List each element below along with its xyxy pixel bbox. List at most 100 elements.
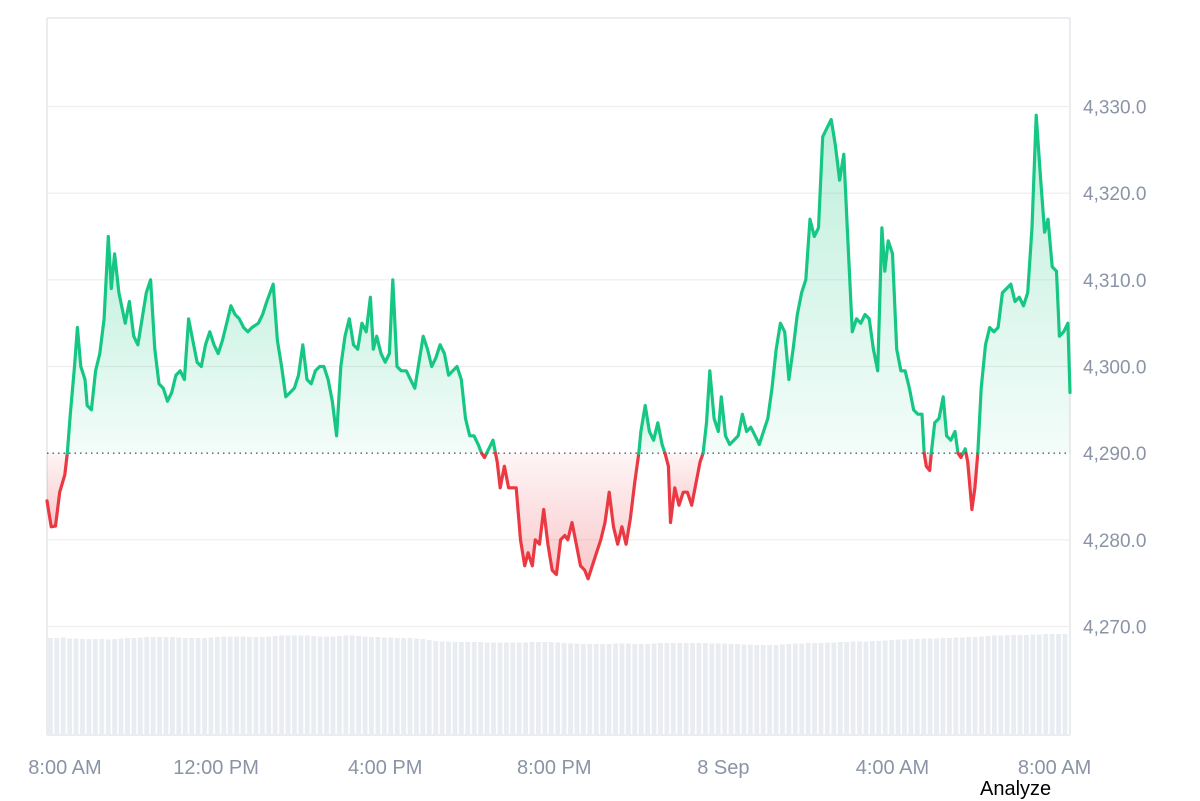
price-line — [45, 113, 1072, 581]
volume-bar — [805, 643, 811, 735]
volume-bar — [786, 644, 792, 735]
volume-bar — [99, 639, 105, 735]
volume-bar — [638, 644, 644, 735]
volume-bar — [568, 643, 573, 735]
volume-bar — [247, 637, 252, 735]
volume-bar — [304, 635, 310, 735]
volume-bar — [253, 637, 259, 735]
volume-bar — [882, 640, 888, 735]
x-tick-label: 8 Sep — [697, 757, 749, 779]
volume-bar — [458, 642, 464, 735]
volume-bar — [780, 644, 785, 735]
volume-bar — [574, 643, 580, 735]
y-tick-label: 4,280.0 — [1083, 531, 1146, 552]
volume-bar — [125, 638, 130, 735]
volume-bar — [144, 637, 150, 735]
volume-bar — [985, 636, 991, 735]
volume-bar — [503, 642, 509, 735]
volume-bar — [105, 639, 111, 735]
price-line-down — [663, 451, 705, 525]
volume-bar — [715, 643, 721, 735]
volume-bar — [465, 642, 471, 735]
area-below-baseline — [495, 453, 639, 579]
volume-bars — [48, 634, 1068, 735]
analyze-button[interactable]: Analyze — [980, 778, 1052, 800]
volume-bar — [625, 643, 631, 735]
volume-bar — [792, 643, 798, 735]
volume-bar — [799, 643, 805, 735]
volume-bar — [908, 639, 914, 735]
volume-bar — [857, 641, 862, 735]
area-above-baseline — [977, 115, 1070, 454]
y-tick-label: 4,290.0 — [1083, 444, 1146, 465]
volume-bar — [760, 645, 766, 735]
volume-bar — [619, 643, 625, 735]
volume-bar — [561, 643, 567, 735]
area-above-baseline — [638, 405, 665, 454]
price-line-down — [964, 451, 980, 512]
volume-bar — [420, 639, 426, 735]
volume-bar — [356, 636, 362, 735]
price-line-up — [485, 438, 498, 455]
volume-bar — [850, 641, 856, 735]
volume-bar — [812, 643, 817, 735]
volume-bar — [767, 645, 773, 735]
y-tick-label: 4,330.0 — [1083, 98, 1146, 119]
volume-bar — [580, 644, 586, 735]
volume-bar — [137, 637, 143, 735]
volume-bar — [991, 635, 997, 735]
volume-bar — [1056, 634, 1061, 735]
price-line-up — [637, 403, 667, 455]
volume-bar — [112, 639, 118, 735]
volume-bar — [349, 635, 355, 735]
volume-bar — [966, 637, 972, 735]
volume-bar — [285, 635, 291, 735]
volume-bar — [863, 641, 869, 735]
volume-bar — [439, 641, 445, 735]
area-above-baseline — [703, 119, 925, 454]
volume-bar — [690, 643, 695, 735]
volume-bar — [645, 644, 651, 735]
volume-bar — [484, 642, 490, 735]
volume-bar — [600, 644, 606, 735]
volume-bar — [292, 635, 297, 735]
volume-bar — [80, 639, 85, 735]
volume-bar — [747, 644, 753, 735]
volume-bar — [202, 638, 207, 735]
price-line-down — [45, 451, 69, 529]
volume-bar — [407, 638, 413, 735]
volume-bar — [818, 643, 824, 735]
volume-bar — [170, 637, 175, 735]
volume-bar — [48, 638, 53, 735]
volume-bar — [317, 636, 323, 735]
volume-bar — [259, 637, 265, 735]
volume-bar — [754, 645, 760, 735]
volume-bar — [741, 644, 747, 735]
volume-bar — [1043, 634, 1049, 735]
volume-bar — [1049, 634, 1055, 735]
volume-bar — [362, 636, 368, 735]
volume-bar — [240, 636, 246, 735]
volume-bar — [773, 645, 779, 735]
volume-bar — [824, 642, 830, 735]
volume-bar — [683, 643, 689, 735]
volume-bar — [369, 637, 374, 735]
volume-bar — [510, 642, 516, 735]
x-tick-label: 8:00 AM — [1018, 757, 1091, 779]
volume-bar — [433, 641, 439, 735]
volume-bar — [914, 639, 920, 735]
volume-bar — [1011, 635, 1017, 735]
volume-bar — [150, 637, 156, 735]
volume-bar — [208, 637, 214, 735]
volume-bar — [73, 638, 79, 735]
volume-bar — [921, 638, 927, 735]
volume-bar — [157, 637, 162, 735]
volume-bar — [895, 639, 901, 735]
volume-bar — [272, 636, 278, 735]
y-tick-label: 4,310.0 — [1083, 271, 1146, 292]
volume-bar — [1024, 635, 1029, 735]
price-area — [47, 115, 1070, 579]
volume-bar — [959, 637, 965, 735]
volume-bar — [176, 637, 182, 735]
